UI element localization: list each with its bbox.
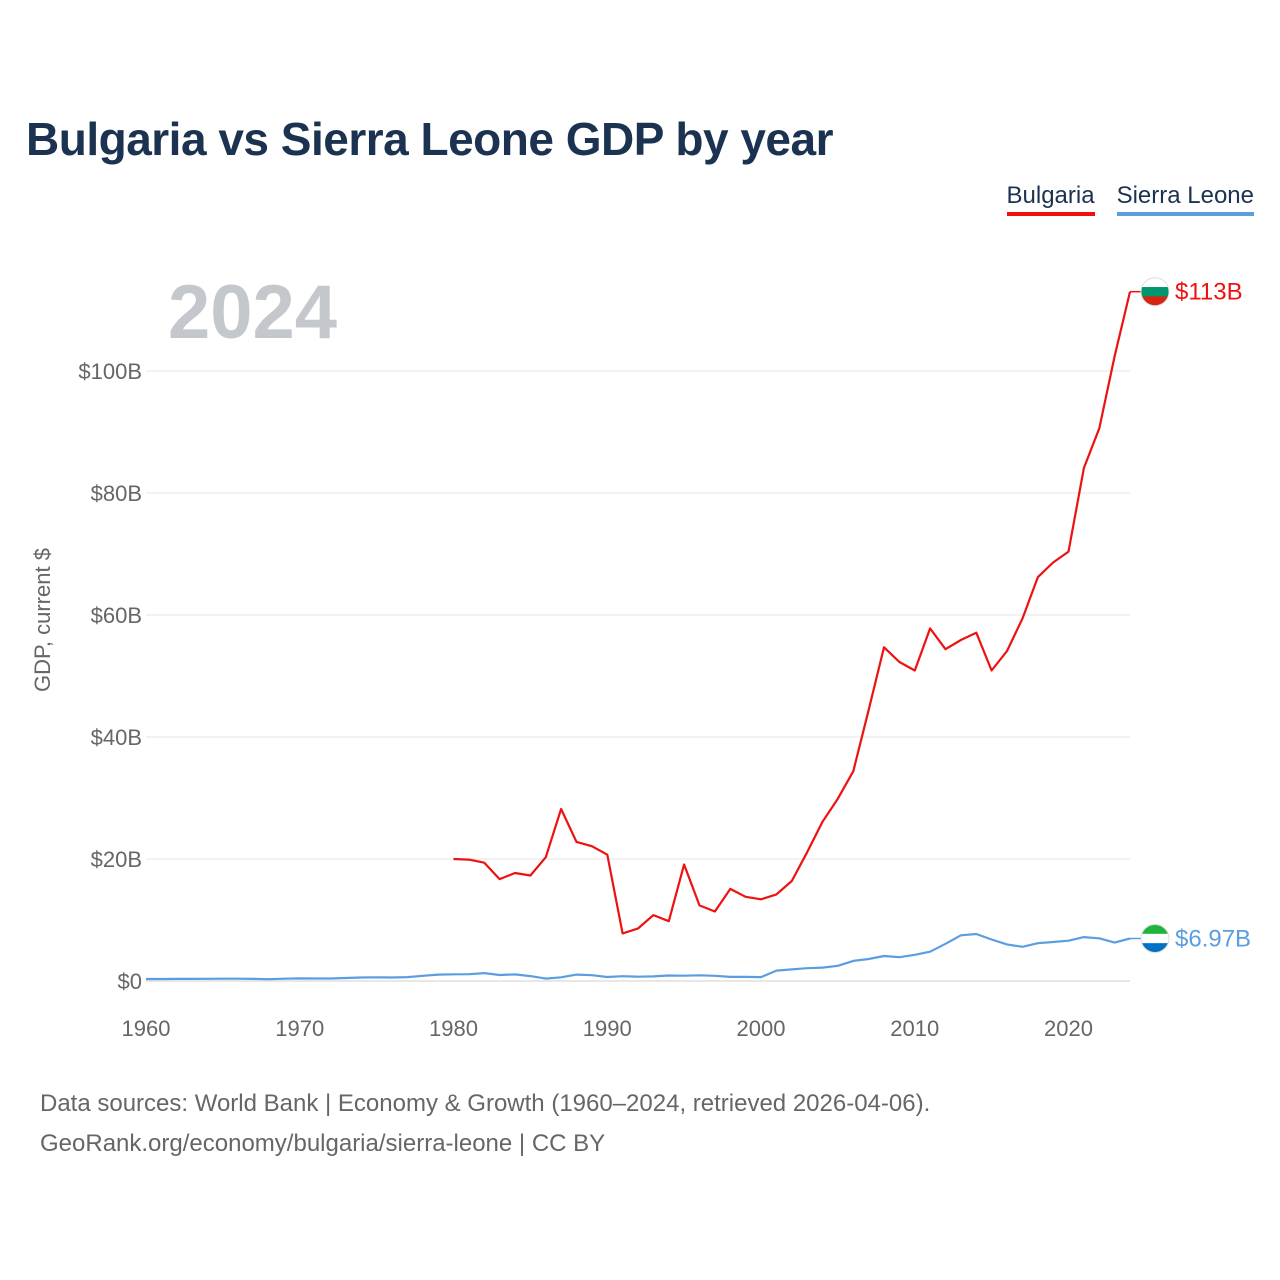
series-line-sierra-leone xyxy=(146,932,1131,981)
legend: Bulgaria Sierra Leone xyxy=(1006,182,1254,216)
grid-lines xyxy=(146,370,1130,982)
end-value-label-bulgaria: $113B xyxy=(1175,279,1243,306)
series-lines xyxy=(146,291,1132,981)
y-axis-label: GDP, current $ xyxy=(30,548,55,692)
y-tick-label: $20B xyxy=(91,847,142,872)
x-tick-label: 1980 xyxy=(429,1016,478,1041)
y-tick-label: $100B xyxy=(78,359,142,384)
attribution-link[interactable]: GeoRank.org/economy/bulgaria/sierra-leon… xyxy=(40,1130,606,1157)
sierra-leone-flag-icon xyxy=(1141,924,1169,953)
legend-item-sierra-leone[interactable]: Sierra Leone xyxy=(1116,182,1254,216)
x-tick-label: 2020 xyxy=(1044,1016,1093,1041)
legend-item-bulgaria[interactable]: Bulgaria xyxy=(1006,182,1095,216)
series-line-bulgaria xyxy=(453,291,1132,935)
footer: Data sources: World Bank | Economy & Gro… xyxy=(40,1084,930,1164)
gdp-line-chart: $0 $20B $40B $60B $80B $100B 1960 1970 1980 1990… xyxy=(30,270,1251,1041)
x-axis-ticks: 1960 1970 1980 1990 2000 2010 2020 xyxy=(122,1016,1093,1041)
year-label: 2024 xyxy=(168,270,337,355)
y-tick-label: $60B xyxy=(91,603,142,628)
y-tick-label: $40B xyxy=(91,725,142,750)
x-tick-label: 2000 xyxy=(737,1016,786,1041)
source-note: Data sources: World Bank | Economy & Gro… xyxy=(40,1090,931,1117)
series-end-markers: $113B $6.97B xyxy=(1130,277,1251,953)
x-tick-label: 1960 xyxy=(122,1016,171,1041)
bulgaria-flag-icon xyxy=(1141,277,1169,306)
y-tick-label: $80B xyxy=(91,481,142,506)
end-value-label-sierra-leone: $6.97B xyxy=(1175,925,1251,952)
x-tick-label: 1990 xyxy=(583,1016,632,1041)
x-tick-label: 2010 xyxy=(890,1016,939,1041)
chart-title: Bulgaria vs Sierra Leone GDP by year xyxy=(26,113,833,165)
y-axis-ticks: $0 $20B $40B $60B $80B $100B xyxy=(78,359,142,994)
y-tick-label: $0 xyxy=(118,969,142,994)
x-tick-label: 1970 xyxy=(275,1016,324,1041)
